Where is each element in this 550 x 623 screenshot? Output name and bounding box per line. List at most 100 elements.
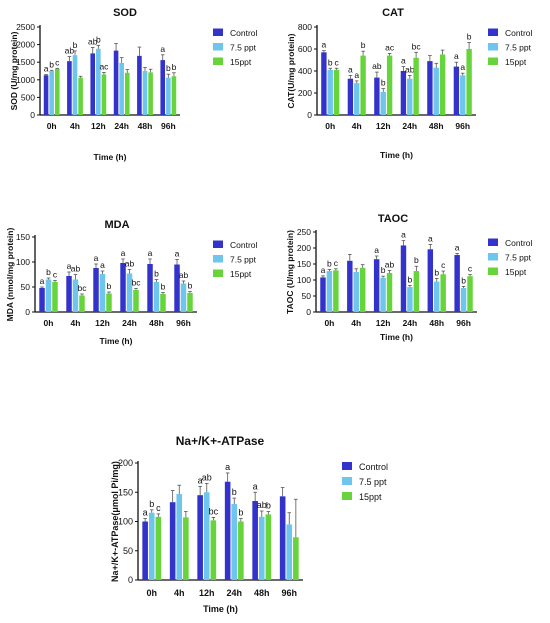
bar-Control-48h	[147, 264, 153, 312]
bar-75-ppt-0h	[49, 71, 54, 115]
bar-75-ppt-4h	[176, 494, 183, 580]
bar-15ppt-24h	[238, 521, 244, 580]
significance-letter: a	[121, 248, 126, 258]
bar-15ppt-4h	[78, 77, 83, 115]
significance-letter: b	[49, 59, 54, 69]
bar-15ppt-96h	[467, 276, 473, 312]
y-tick-label: 0	[30, 110, 35, 120]
bar-75-ppt-96h	[166, 77, 171, 115]
x-tick-label: 24h	[114, 121, 129, 131]
bar-75-ppt-96h	[460, 75, 466, 115]
bar-Control-24h	[400, 245, 407, 312]
bar-Control-12h	[90, 53, 96, 115]
significance-letter: ac	[385, 42, 395, 52]
significance-letter: ab	[372, 61, 382, 71]
y-tick-label: 400	[298, 66, 312, 76]
significance-letter: a	[94, 253, 99, 263]
bar-15ppt-0h	[333, 69, 340, 115]
x-tick-label: 96h	[455, 121, 470, 131]
bar-15ppt-0h	[155, 516, 162, 580]
bar-15ppt-96h	[466, 49, 472, 115]
bar-Control-4h	[347, 78, 354, 115]
significance-letter: c	[156, 503, 161, 513]
x-tick-label: 4h	[70, 121, 80, 131]
bar-75-ppt-24h	[407, 287, 413, 312]
y-axis-label: MDA (nmol/mg protein)	[5, 228, 15, 322]
significance-letter: b	[238, 508, 243, 518]
significance-letter: a	[198, 475, 203, 485]
chart-atpase: Na+/K+-ATPase 0 50 100 150 200Na+/K+-ATPase(μ…	[110, 434, 388, 614]
significance-letter: b	[327, 258, 332, 268]
legend: Control 7.5 ppt 15ppt	[213, 240, 258, 279]
significance-letter: a	[160, 44, 165, 54]
bar-75-ppt-4h	[72, 279, 79, 312]
significance-letter: a	[175, 249, 180, 259]
significance-letter: ab	[202, 472, 212, 482]
x-tick-label: 12h	[376, 318, 391, 328]
y-tick-label: 2000	[16, 40, 35, 50]
y-tick-label: 250	[297, 227, 311, 237]
significance-letter: b	[467, 31, 472, 41]
bar-75-ppt-4h	[353, 272, 359, 312]
x-tick-label: 96h	[176, 318, 191, 328]
y-tick-label: 50	[302, 291, 312, 301]
y-tick-label: 150	[16, 232, 30, 242]
y-tick-label: 0	[128, 575, 133, 585]
legend: Control 7.5 ppt 15ppt	[488, 28, 533, 67]
significance-letter: b	[408, 274, 413, 284]
significance-letter: b	[414, 255, 419, 265]
bar-Control-24h	[400, 71, 407, 115]
bar-15ppt-96h	[187, 293, 193, 312]
bar-15ppt-12h	[101, 74, 107, 115]
y-tick-label: 150	[118, 487, 133, 497]
bar-75-ppt-0h	[45, 279, 52, 312]
significance-letter: a	[454, 51, 459, 61]
significance-letter: a	[401, 56, 406, 66]
y-tick-label: 2500	[16, 22, 35, 32]
bar-75-ppt-48h	[142, 71, 148, 115]
x-tick-label: 0h	[47, 121, 57, 131]
bar-Control-0h	[43, 75, 49, 115]
y-tick-label: 50	[21, 282, 31, 292]
legend-swatch	[213, 43, 223, 51]
y-tick-label: 150	[297, 259, 311, 269]
significance-letter: c	[53, 270, 58, 280]
x-tick-label: 12h	[376, 121, 391, 131]
chart-title: MDA	[104, 219, 129, 231]
legend: Control 7.5 ppt 15ppt	[213, 28, 258, 67]
legend-label: Control	[505, 238, 533, 248]
significance-letter: b	[172, 62, 177, 72]
bar-15ppt-48h	[265, 514, 272, 580]
bar-75-ppt-4h	[72, 55, 78, 115]
bar-15ppt-24h	[124, 72, 130, 115]
bar-Control-12h	[197, 495, 203, 580]
legend-label: 15ppt	[230, 269, 252, 279]
significance-letter: b	[166, 63, 171, 73]
x-axis-label: Time (h)	[100, 336, 133, 346]
bar-Control-12h	[374, 77, 380, 115]
significance-letter: c	[334, 57, 339, 67]
legend-swatch	[488, 28, 498, 36]
x-axis-label: Time (h)	[94, 152, 127, 162]
legend-swatch	[342, 477, 352, 485]
bar-Control-4h	[67, 61, 72, 115]
bar-75-ppt-96h	[460, 288, 467, 312]
x-tick-label: 48h	[149, 318, 164, 328]
significance-letter: ab	[179, 270, 189, 280]
legend-label: 15ppt	[505, 267, 527, 277]
y-tick-label: 0	[306, 307, 311, 317]
significance-letter: b	[96, 34, 101, 44]
bar-75-ppt-0h	[148, 512, 155, 580]
y-tick-label: 100	[16, 257, 30, 267]
x-tick-label: 4h	[352, 121, 362, 131]
significance-letter: b	[149, 499, 154, 509]
x-tick-label: 96h	[281, 588, 297, 598]
legend-label: 15ppt	[359, 492, 382, 502]
y-tick-label: 100	[297, 275, 311, 285]
significance-letter: b	[161, 282, 166, 292]
bar-75-ppt-24h	[407, 78, 413, 115]
legend-swatch	[488, 267, 498, 275]
x-axis-label: Time (h)	[203, 604, 238, 614]
